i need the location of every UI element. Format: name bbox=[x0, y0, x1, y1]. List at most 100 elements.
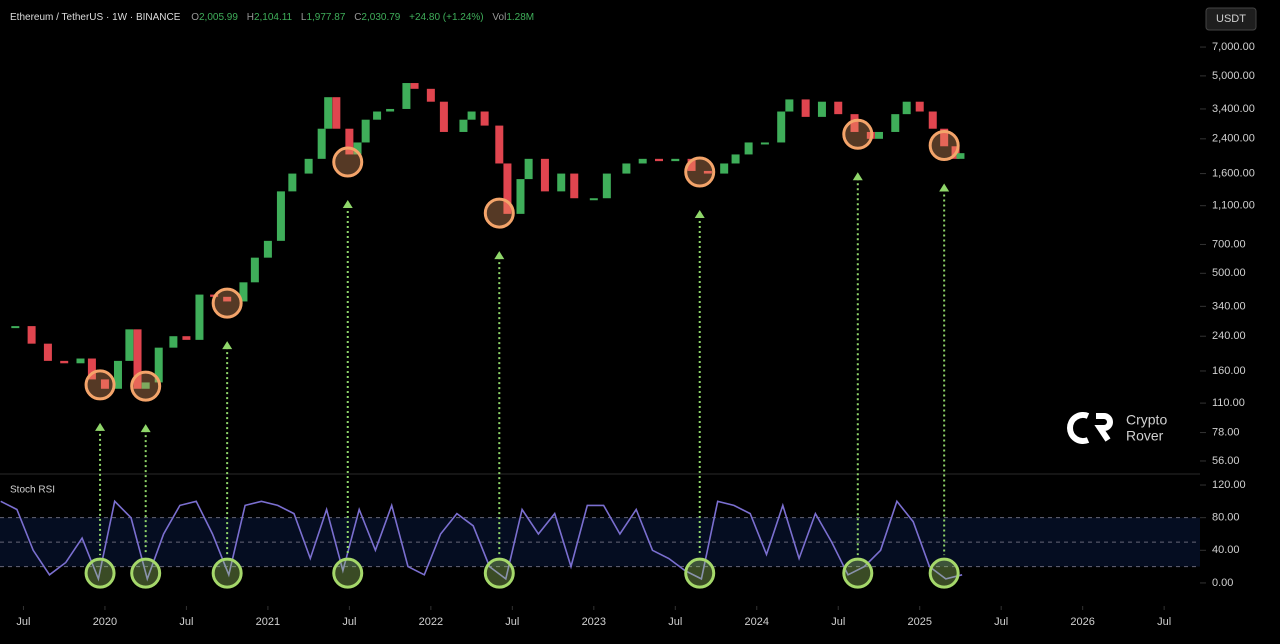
candle bbox=[801, 99, 810, 117]
candle bbox=[777, 111, 786, 143]
candle bbox=[503, 163, 512, 214]
highlight-circle bbox=[928, 557, 960, 589]
candle bbox=[345, 128, 354, 155]
highlight-circle bbox=[84, 369, 116, 401]
candle bbox=[557, 173, 566, 192]
y-tick-label: 78.00 bbox=[1212, 426, 1240, 438]
y-tick-label: 3,400.00 bbox=[1212, 103, 1255, 115]
x-tick-label: Jul bbox=[994, 616, 1008, 628]
x-tick-label: 2021 bbox=[256, 616, 280, 628]
candle bbox=[195, 294, 204, 340]
candle bbox=[263, 240, 272, 258]
candle bbox=[373, 111, 382, 120]
x-tick-label: Jul bbox=[505, 616, 519, 628]
candle bbox=[113, 360, 122, 389]
candle bbox=[524, 158, 533, 180]
candle bbox=[703, 170, 712, 174]
candle bbox=[304, 158, 313, 174]
candle bbox=[239, 282, 248, 302]
signal-arrow-head bbox=[852, 172, 863, 181]
highlight-circle bbox=[483, 197, 515, 229]
y-tick-label: 1,100.00 bbox=[1212, 200, 1255, 212]
low: 1,977.87 bbox=[306, 12, 345, 23]
candle bbox=[540, 158, 549, 192]
watermark-line: Crypto bbox=[1126, 412, 1167, 428]
x-tick-label: 2020 bbox=[93, 616, 117, 628]
candle bbox=[11, 326, 20, 329]
candle bbox=[324, 97, 333, 129]
candle bbox=[915, 101, 924, 112]
candle bbox=[133, 329, 142, 389]
y-tick-label: 240.00 bbox=[1212, 330, 1246, 342]
y-tick-label: 700.00 bbox=[1212, 238, 1246, 250]
candle bbox=[720, 163, 729, 174]
currency-button[interactable] bbox=[1205, 7, 1257, 31]
watermark: Crypto Rover bbox=[1067, 412, 1167, 444]
y-tick-label: 120.00 bbox=[1212, 479, 1246, 491]
y-tick-label: 5,000.00 bbox=[1212, 70, 1255, 82]
y-tick-label: 110.00 bbox=[1212, 397, 1245, 409]
candle bbox=[182, 336, 191, 340]
candle bbox=[731, 154, 740, 164]
candle bbox=[785, 99, 794, 112]
candle bbox=[589, 198, 598, 201]
candle bbox=[687, 158, 696, 171]
symbol: Ethereum / TetherUS · 1W · BINANCE bbox=[10, 12, 181, 23]
highlight-circle bbox=[684, 156, 716, 188]
x-tick-label: Jul bbox=[16, 616, 30, 628]
x-tick-label: 2022 bbox=[419, 616, 443, 628]
open-label: O bbox=[191, 12, 199, 23]
candle bbox=[459, 119, 468, 132]
change: +24.80 (+1.24%) bbox=[409, 12, 484, 23]
candle bbox=[141, 382, 150, 389]
currency-label[interactable]: USDT bbox=[1216, 13, 1246, 25]
x-tick-label: Jul bbox=[342, 616, 356, 628]
highlight-circle bbox=[332, 146, 364, 178]
candle bbox=[516, 179, 525, 214]
candle bbox=[76, 358, 85, 364]
y-tick-label: 1,600.00 bbox=[1212, 167, 1255, 179]
x-tick-label: Jul bbox=[831, 616, 845, 628]
candle bbox=[467, 111, 476, 120]
high: 2,104.11 bbox=[254, 12, 293, 23]
candle bbox=[332, 97, 341, 129]
candle bbox=[850, 114, 859, 132]
candle bbox=[169, 336, 178, 348]
highlight-circle bbox=[483, 557, 515, 589]
candle bbox=[439, 101, 448, 132]
highlight-circle bbox=[842, 118, 874, 150]
candle bbox=[834, 101, 843, 115]
candle bbox=[353, 142, 362, 155]
candle bbox=[902, 101, 911, 115]
x-tick-label: 2023 bbox=[582, 616, 606, 628]
candle bbox=[638, 158, 647, 164]
signal-arrow-head bbox=[494, 251, 505, 260]
candle bbox=[602, 173, 611, 199]
y-tick-label: 56.00 bbox=[1212, 455, 1240, 467]
candle bbox=[940, 128, 949, 147]
candle bbox=[100, 379, 109, 389]
signal-arrow-head bbox=[95, 422, 106, 431]
signal-arrow-head bbox=[694, 209, 705, 218]
candle bbox=[622, 163, 631, 174]
candle bbox=[874, 131, 883, 139]
signal-arrow-head bbox=[222, 341, 233, 350]
candle bbox=[60, 360, 69, 364]
candle bbox=[410, 83, 419, 89]
candle bbox=[317, 128, 326, 159]
candle bbox=[480, 111, 489, 126]
y-tick-label: 2,400.00 bbox=[1212, 133, 1255, 145]
y-tick-label: 160.00 bbox=[1212, 365, 1246, 377]
signal-arrow-head bbox=[939, 183, 950, 192]
signal-arrow-head bbox=[140, 424, 151, 433]
candle bbox=[402, 83, 411, 109]
volume: 1.28M bbox=[506, 12, 534, 23]
candle bbox=[43, 343, 52, 361]
highlight-circle bbox=[332, 557, 364, 589]
x-tick-label: 2025 bbox=[907, 616, 931, 628]
candle bbox=[87, 358, 96, 380]
candle bbox=[495, 125, 504, 164]
candle bbox=[744, 142, 753, 155]
